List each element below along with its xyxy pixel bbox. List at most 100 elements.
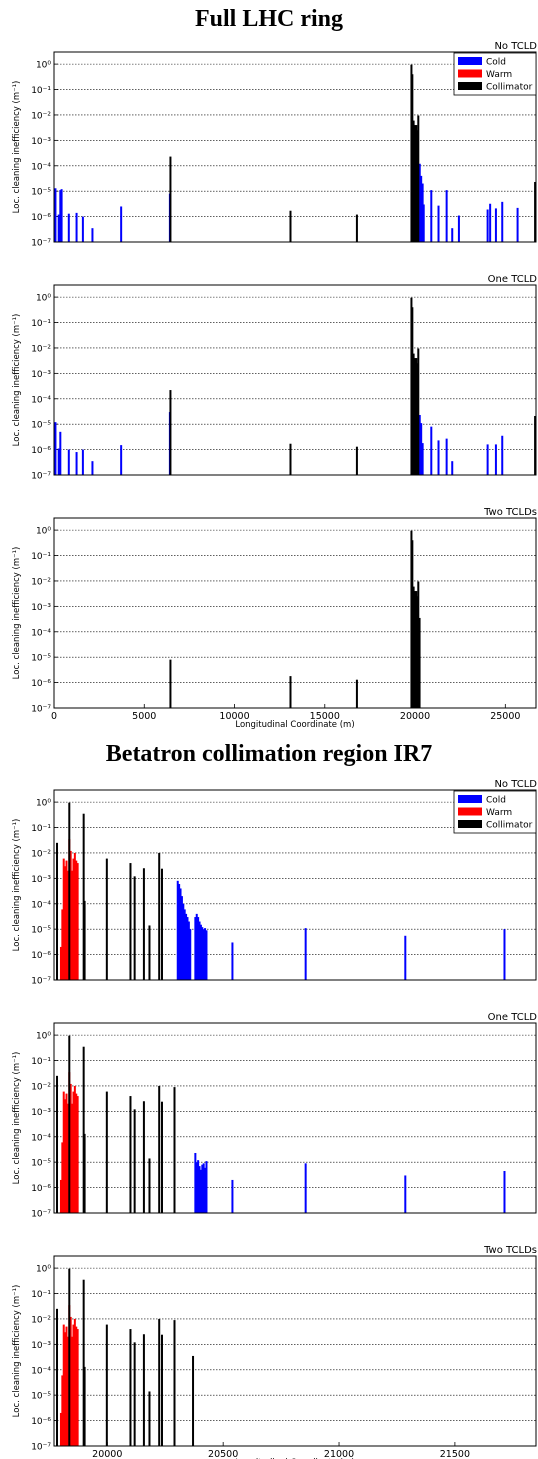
chart-panel: 10⁻⁷ 10⁻⁶ 10⁻⁵ 10⁻⁴ 10⁻³ 10⁻² 10⁻¹ 10⁰ Two TCLDs… [12,1245,537,1459]
y-tick-label: 10⁻⁵ [31,1392,51,1402]
data-bar [160,868,163,980]
data-bar [148,925,151,980]
data-bar [75,452,78,475]
data-bar [148,1158,151,1213]
data-bar [120,206,123,242]
data-bar [82,1046,85,1213]
y-tick-label: 10⁰ [36,61,51,71]
data-bar [201,1164,204,1213]
x-tick-label: 21000 [324,1449,354,1459]
data-bar [489,203,492,242]
data-bar [57,448,60,475]
y-tick-label: 10⁻⁶ [31,213,51,223]
y-tick-label: 10⁻⁴ [31,395,51,405]
data-bar [133,1109,136,1213]
y-tick-label: 10⁻¹ [31,552,51,562]
data-bar [82,1279,85,1446]
data-bar [355,446,358,475]
y-tick-label: 10⁻² [31,344,51,354]
data-bar [205,1161,208,1213]
data-bar [176,880,179,980]
data-bar [142,868,145,980]
y-tick-label: 10⁻¹ [31,824,51,834]
data-bar [173,1087,176,1213]
data-bar [173,1320,176,1446]
y-tick-label: 10⁻⁵ [31,188,51,198]
data-bar [451,228,454,242]
legend-swatch [458,807,482,816]
y-tick-label: 10⁻⁶ [31,679,51,689]
y-tick-label: 10⁻³ [31,137,51,147]
data-bar [59,1412,62,1446]
y-axis-label: Loc. cleaning inefficiency (m⁻¹) [12,819,22,952]
plot-border [53,51,537,243]
data-bar [412,353,415,475]
y-tick-label: 10⁰ [36,1265,51,1275]
panel-title: One TCLD [488,1012,538,1023]
y-tick-label: 10⁰ [36,1032,51,1042]
y-tick-label: 10⁻⁷ [31,472,51,482]
y-tick-label: 10⁻⁷ [31,1210,51,1220]
legend-label: Warm [486,808,512,818]
data-bar [82,813,85,980]
data-bar [160,1101,163,1213]
data-bar [62,1324,65,1446]
y-tick-label: 10⁻⁴ [31,1366,51,1376]
data-bar [198,921,201,980]
data-bar [75,1093,78,1213]
data-bar [64,1332,67,1446]
y-tick-label: 10⁻⁷ [31,705,51,715]
data-bar [76,1096,79,1213]
data-bar [183,909,186,980]
data-bar [133,1342,136,1446]
data-bar [158,852,161,980]
data-bar [72,1324,75,1446]
data-bar [289,676,292,708]
data-bar [158,1318,161,1446]
data-bar [64,1099,67,1213]
chart-panel: 10⁻⁷ 10⁻⁶ 10⁻⁵ 10⁻⁴ 10⁻³ 10⁻² 10⁻¹ 10⁰ No TCLD Lo… [12,779,537,987]
panel-title: No TCLD [494,779,537,790]
x-tick-label: 20000 [400,711,430,722]
data-bar [494,444,497,475]
data-bar [501,201,504,242]
data-bar [194,1152,197,1213]
y-tick-label: 10⁻⁵ [31,1159,51,1169]
data-bar [59,946,62,980]
data-bar [197,1160,200,1213]
x-tick-label: 25000 [490,711,520,722]
data-bar [501,435,504,475]
data-bar [355,679,358,708]
data-bar [355,214,358,242]
data-bar [451,461,454,475]
y-tick-label: 10⁻⁴ [31,162,51,172]
data-bar [105,858,108,980]
y-tick-label: 10⁻⁴ [31,1133,51,1143]
data-bar [198,1166,201,1213]
data-bar [445,438,448,475]
data-bar [178,883,181,980]
y-tick-label: 10⁻¹ [31,86,51,96]
data-bar [129,863,132,980]
data-bar [289,210,292,242]
panel-title: No TCLD [494,41,537,52]
data-bar [180,896,183,980]
data-bar [179,888,182,980]
data-bar [91,461,94,475]
data-bar [417,581,420,708]
data-bar [416,363,419,475]
y-axis-label: Loc. cleaning inefficiency (m⁻¹) [12,314,22,447]
x-tick-label: 5000 [132,711,156,722]
legend-label: Cold [486,58,506,68]
data-bar [72,1091,75,1213]
data-bar [57,214,60,242]
data-bar [534,181,537,242]
y-tick-label: 10⁻⁷ [31,239,51,249]
data-bar [420,175,423,242]
data-bar [73,852,76,980]
data-bar [404,1175,407,1213]
plot-area [54,285,536,475]
y-tick-label: 10⁻⁶ [31,951,51,961]
data-bar [412,120,415,242]
legend-label: Cold [486,796,506,806]
